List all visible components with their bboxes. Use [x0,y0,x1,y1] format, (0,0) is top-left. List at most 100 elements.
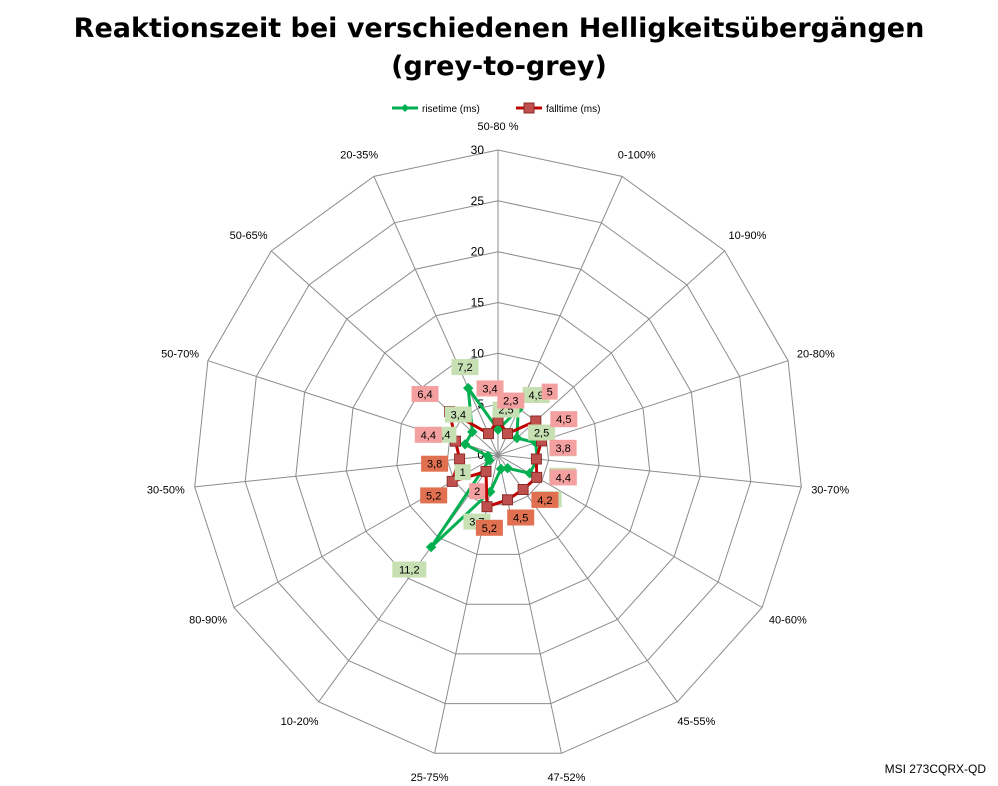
data-label-text: 4,9 [528,390,543,402]
radial-tick-label: 25 [471,194,485,208]
falltime-data-label: 4,5 [550,411,578,428]
data-label-text: 3,4 [451,410,466,422]
legend-item-falltime: falltime (ms) [516,102,600,115]
data-label-text: 3,8 [427,459,442,471]
chart-title-line-2: (grey-to-grey) [391,51,607,82]
falltime-data-label: 4,5 [507,509,535,526]
data-label-box [420,487,448,504]
data-label-text: 6,4 [417,389,432,401]
data-labels: 2,54,92,53,93,93,63,711,213,43,47,23,42,… [392,359,578,578]
category-label: 25-75% [411,772,449,784]
falltime-point [481,501,493,513]
grid-ring [396,352,600,555]
grid-ring [244,200,752,705]
falltime-point [502,428,513,440]
radial-tick-label: 10 [471,346,485,360]
risetime-point [492,424,504,435]
data-label-box [421,455,449,472]
category-label: 10-90% [729,230,767,242]
legend-item-risetime: risetime (ms) [392,104,480,115]
data-label-text: 5,2 [426,490,441,502]
data-label-box [497,392,525,409]
risetime-point [425,541,437,553]
category-label: 50-70% [161,348,199,360]
grid-spoke [270,250,499,456]
radar-grid [194,149,802,754]
data-label-box [528,424,556,441]
data-label-box [444,406,472,423]
category-label: 50-80 % [478,121,519,133]
data-label-box [414,426,442,443]
data-label-box [531,491,559,508]
risetime-data-label: 11,2 [392,561,427,578]
data-label-text: 2 [474,486,480,498]
grid-spoke [318,454,499,703]
category-label: 20-35% [340,149,378,161]
data-label-box [454,464,471,481]
grid-ring [345,301,651,605]
legend-label: falltime (ms) [546,104,600,115]
data-label-text: 7,2 [457,362,472,374]
falltime-data-label: 5 [541,383,558,400]
radial-tick-label: 15 [471,296,485,310]
legend-label: risetime (ms) [422,104,480,115]
falltime-data-label: 6,4 [411,386,439,402]
series-line [429,386,539,549]
risetime-point [502,462,513,474]
risetime-point [495,463,507,475]
data-label-box [411,386,439,402]
data-label-text: 4,4 [421,430,436,442]
risetime-point [467,426,478,438]
category-label: 0-100% [618,149,656,161]
risetime-point [462,382,474,394]
category-label: 80-90% [189,615,227,627]
risetime-data-label: 7,2 [451,359,479,376]
radial-tick-label: 20 [471,245,485,259]
falltime-point [480,466,492,477]
data-label-box [507,509,535,526]
risetime-data-label: 2,5 [528,424,556,441]
data-label-box [541,383,558,400]
radial-tick-label: 30 [471,143,485,157]
risetime-point [511,432,523,444]
falltime-data-label: 5,2 [420,487,448,504]
risetime-data-label: 1 [454,464,471,481]
data-label-box [550,411,578,428]
falltime-point [517,484,529,495]
data-label-box [549,439,577,456]
data-label-text: 2,5 [534,428,549,440]
data-label-box [476,380,504,397]
chart-title: Reaktionszeit bei verschiedenen Helligke… [0,10,998,86]
falltime-point [446,475,458,487]
data-label-text: 4,5 [513,513,528,525]
falltime-point [530,453,542,465]
falltime-data-label: 5,2 [475,519,503,536]
category-label: 10-20% [281,716,319,728]
risetime-data-label: 3,4 [444,406,472,423]
risetime-point [482,450,494,462]
category-label: 30-70% [811,484,849,496]
falltime-data-label: 4,4 [549,469,577,486]
falltime-data-label: 3,8 [421,455,449,472]
grid-spoke [497,454,802,488]
falltime-data-label: 4,2 [531,491,559,508]
legend-marker-square [523,102,535,114]
data-label-text: 4,4 [556,472,571,484]
falltime-data-label: 4,4 [414,426,442,443]
risetime-point [459,439,471,450]
category-label: 45-55% [677,716,715,728]
grid-spoke [497,454,678,703]
data-label-text: 1 [460,467,466,479]
category-label: 30-50% [147,484,185,496]
data-label-text: 11,2 [399,565,420,577]
category-label: 50-65% [230,230,268,242]
data-label-text: 5 [547,387,553,399]
data-label-box [451,359,479,376]
grid-ring [194,149,802,754]
falltime-data-label: 2 [469,483,486,500]
falltime-data-label: 3,8 [549,439,577,456]
data-label-text: 5,2 [482,523,497,535]
grid-ring [295,251,701,655]
